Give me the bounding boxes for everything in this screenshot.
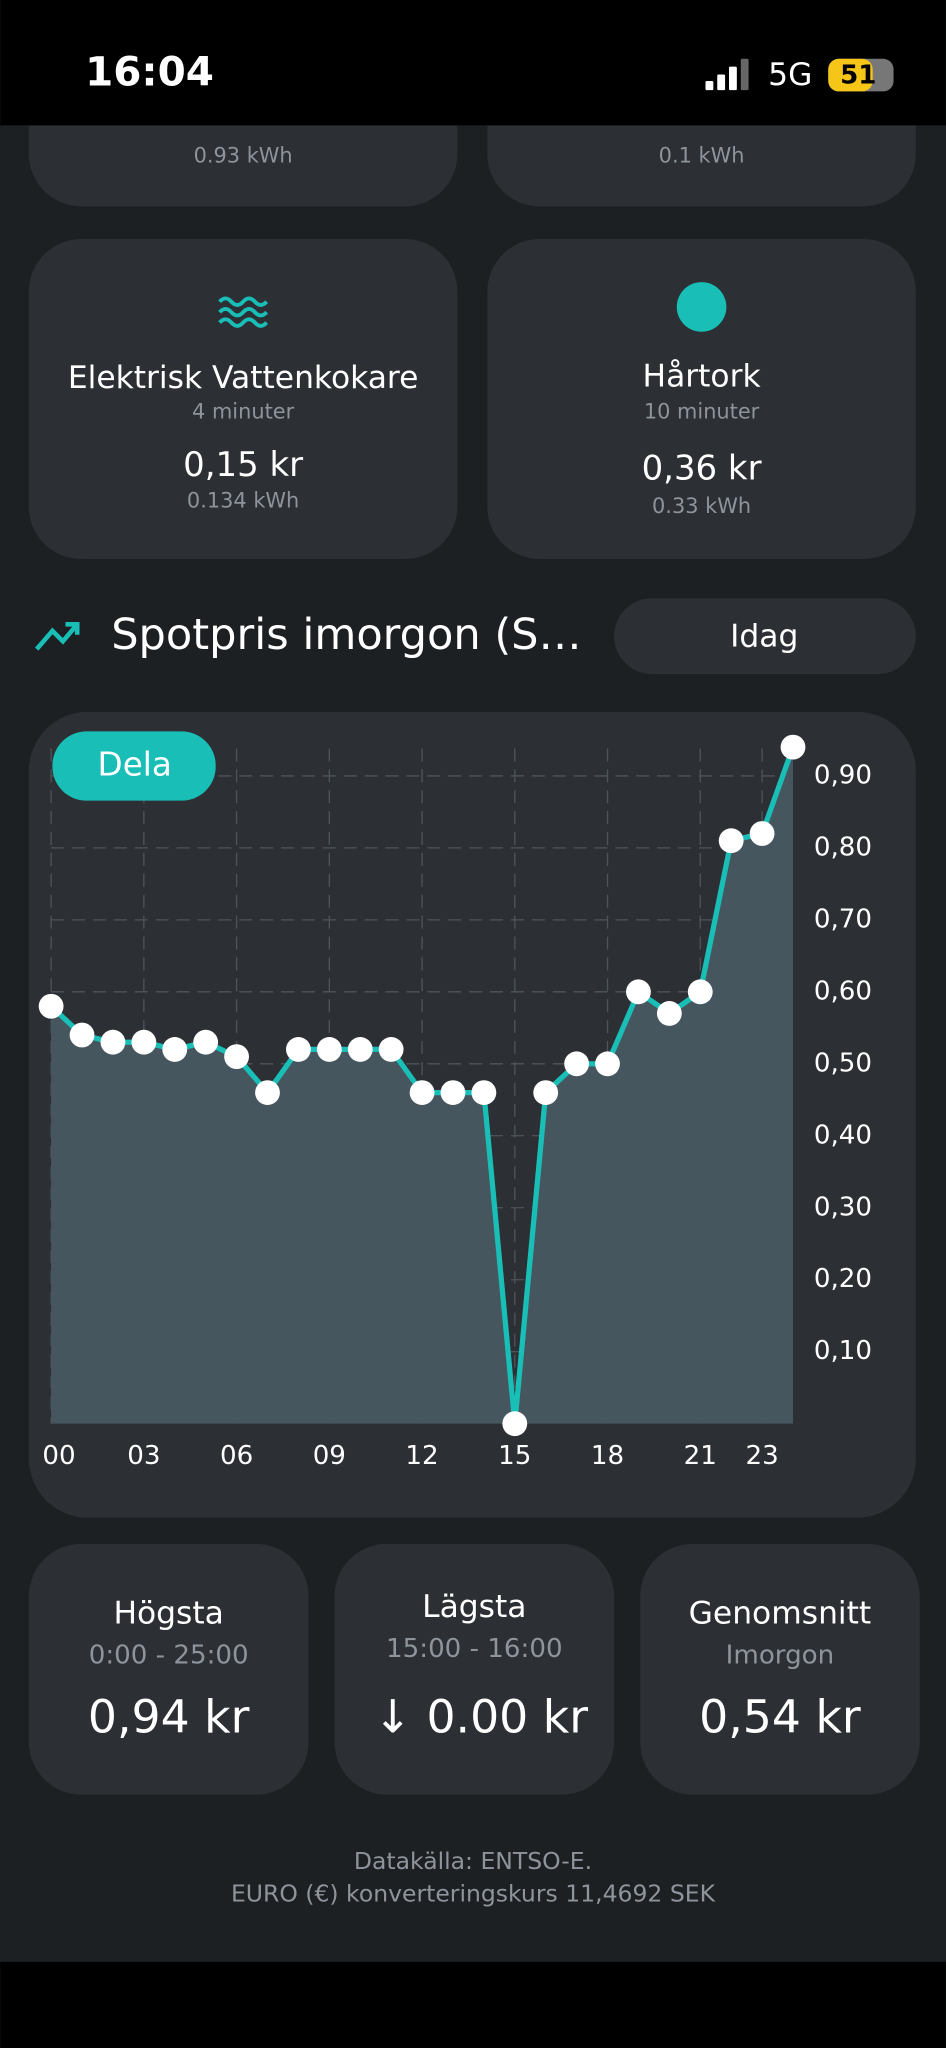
- device-duration: 4 minuter: [192, 400, 295, 424]
- device-energy: 0.33 kWh: [652, 494, 751, 518]
- point: [440, 1080, 466, 1106]
- device-name: Elektrisk Vattenkokare: [68, 360, 419, 396]
- x-tick-label: 00: [42, 1441, 75, 1471]
- signal-icon: [705, 58, 749, 91]
- stat-card: [640, 1543, 920, 1795]
- y-tick-label: 0,10: [814, 1336, 872, 1366]
- stat-title: Genomsnitt: [689, 1595, 872, 1631]
- x-tick-label: 21: [684, 1441, 717, 1471]
- share-button-label: Dela: [98, 746, 172, 784]
- y-tick-label: 0,40: [814, 1120, 872, 1150]
- y-tick-label: 0,60: [814, 976, 872, 1006]
- y-tick-label: 0,90: [814, 760, 872, 790]
- battery-text: 51: [840, 60, 876, 90]
- x-tick-label: 09: [313, 1441, 346, 1471]
- point: [193, 1029, 219, 1055]
- status-time: 16:04: [85, 47, 214, 95]
- stat-value: 0,94 kr: [88, 1691, 250, 1744]
- point: [255, 1080, 280, 1106]
- stat-title: Lägsta: [422, 1589, 526, 1625]
- wave-icon: [218, 296, 269, 328]
- plot: 0,10 0,20 0,30 0,40 0,50 0,60 0,70 0,80 0,90 00 03…: [38, 734, 872, 1471]
- stat-period: 15:00 - 16:00: [386, 1634, 563, 1664]
- device-energy: 0.93 kWh: [194, 144, 293, 168]
- point: [749, 821, 775, 846]
- x-tick-label: 03: [127, 1441, 160, 1471]
- y-tick-label: 0,70: [814, 904, 872, 934]
- x-tick-label: 12: [405, 1441, 438, 1471]
- point: [69, 1022, 95, 1048]
- point: [100, 1029, 126, 1055]
- trend-icon: [35, 622, 80, 651]
- point: [316, 1037, 342, 1062]
- stat-value: ↓ 0.00 kr: [374, 1691, 589, 1744]
- point: [780, 734, 806, 760]
- x-tick-label: 18: [591, 1441, 624, 1471]
- stat-period: Imorgon: [726, 1641, 834, 1671]
- point: [656, 1001, 682, 1026]
- stat-title: Högsta: [113, 1595, 223, 1631]
- device-cost: 0,15 kr: [183, 445, 303, 485]
- share-button[interactable]: [52, 731, 216, 801]
- point: [162, 1037, 188, 1062]
- device-name: Hårtork: [643, 357, 762, 394]
- period-button-label: Idag: [730, 618, 798, 654]
- device-icon: [676, 282, 727, 332]
- device-duration: 10 minuter: [644, 400, 760, 424]
- point: [595, 1051, 620, 1077]
- status-network: 5G: [768, 57, 812, 93]
- point: [38, 993, 64, 1019]
- point: [718, 828, 744, 854]
- device-energy: 0.134 kWh: [187, 489, 299, 513]
- device-card[interactable]: [28, 239, 458, 560]
- stat-value: 0,54 kr: [699, 1691, 861, 1744]
- point: [224, 1044, 249, 1070]
- y-tick-label: 0,80: [814, 832, 872, 862]
- point: [564, 1051, 590, 1077]
- point: [687, 979, 713, 1005]
- x-tick-label: 06: [220, 1441, 253, 1471]
- x-tick-label: 15: [498, 1441, 531, 1471]
- point: [626, 979, 651, 1005]
- footer-rate: EURO (€) konverteringskurs 11,4692 SEK: [231, 1880, 716, 1908]
- stat-card: [334, 1543, 615, 1795]
- stat-card: [28, 1543, 309, 1795]
- point: [131, 1029, 157, 1055]
- footer-source: Datakälla: ENTSO-E.: [354, 1847, 592, 1875]
- point: [533, 1080, 559, 1106]
- chart-title: Spotpris imorgon (S…: [111, 610, 581, 660]
- period-button[interactable]: [614, 598, 916, 674]
- battery-level: [828, 58, 873, 92]
- y-tick-label: 0,30: [814, 1192, 872, 1222]
- point: [347, 1037, 373, 1062]
- point: [409, 1080, 435, 1106]
- x-tick-label: 23: [745, 1441, 778, 1471]
- point: [378, 1037, 404, 1062]
- y-tick-label: 0,20: [814, 1264, 872, 1294]
- bottom-bar: [0, 1961, 946, 2048]
- point: [286, 1037, 311, 1062]
- y-tick-label: 0,50: [814, 1048, 872, 1078]
- area: [51, 747, 794, 1424]
- point: [471, 1080, 497, 1106]
- status-bar: [0, 0, 946, 126]
- point: [502, 1411, 528, 1437]
- stat-period: 0:00 - 25:00: [89, 1641, 249, 1671]
- device-card[interactable]: [487, 239, 916, 560]
- device-cost: 0,36 kr: [642, 449, 762, 489]
- device-energy: 0.1 kWh: [659, 144, 745, 168]
